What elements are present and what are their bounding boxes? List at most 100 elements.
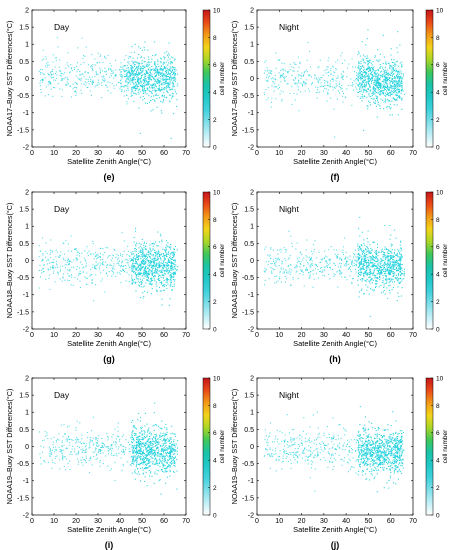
scatter-point <box>356 265 358 267</box>
scatter-point <box>174 444 176 446</box>
scatter-point <box>302 85 304 87</box>
scatter-point <box>378 260 380 262</box>
scatter-point <box>399 77 401 79</box>
scatter-point <box>143 57 145 59</box>
scatter-point <box>161 274 163 276</box>
scatter-point <box>140 70 142 72</box>
scatter-point <box>382 68 384 70</box>
scatter-point <box>135 272 137 274</box>
scatter-point <box>376 243 378 245</box>
scatter-point <box>138 447 140 449</box>
scatter-point <box>392 98 394 100</box>
scatter-point <box>159 435 161 437</box>
colorbar-tick-label: 6 <box>213 62 217 69</box>
scatter-point <box>158 252 160 254</box>
scatter-point <box>327 72 329 74</box>
scatter-point <box>154 257 156 259</box>
scatter-point <box>136 437 138 439</box>
scatter-point <box>46 252 48 254</box>
scatter-point <box>137 67 139 69</box>
scatter-point <box>135 269 137 271</box>
scatter-point <box>381 70 383 72</box>
scatter-point <box>139 270 141 272</box>
scatter-point <box>131 279 133 281</box>
scatter-point <box>383 285 385 287</box>
scatter-point <box>388 62 390 64</box>
scatter-point <box>87 254 89 256</box>
scatter-point <box>360 84 362 86</box>
scatter-point <box>143 86 145 88</box>
scatter-point <box>155 271 157 273</box>
scatter-point <box>322 274 324 276</box>
scatter-point <box>168 76 170 78</box>
scatter-point <box>146 457 148 459</box>
scatter-point <box>170 284 172 286</box>
scatter-point <box>384 257 386 259</box>
scatter-point <box>281 263 283 265</box>
scatter-point <box>72 83 74 85</box>
scatter-point <box>122 86 124 88</box>
scatter-point <box>49 249 51 251</box>
scatter-point <box>68 72 70 74</box>
scatter-point <box>349 266 351 268</box>
scatter-point <box>142 274 144 276</box>
scatter-point <box>133 85 135 87</box>
scatter-point <box>315 264 317 266</box>
scatter-point <box>390 72 392 74</box>
scatter-point <box>107 257 109 259</box>
scatter-point <box>368 67 370 69</box>
scatter-point <box>373 269 375 271</box>
scatter-point <box>86 252 88 254</box>
scatter-point <box>390 266 392 268</box>
scatter-point <box>382 75 384 77</box>
scatter-point <box>333 71 335 73</box>
scatter-point <box>372 69 374 71</box>
scatter-point <box>141 81 143 83</box>
scatter-point <box>361 260 363 262</box>
scatter-point <box>79 422 81 424</box>
scatter-point <box>154 84 156 86</box>
scatter-point <box>288 257 290 259</box>
scatter-point <box>152 255 154 257</box>
scatter-point <box>307 88 309 90</box>
scatter-point <box>174 272 176 274</box>
scatter-point <box>112 271 114 273</box>
scatter-point <box>170 61 172 63</box>
scatter-point <box>141 266 143 268</box>
scatter-point <box>136 66 138 68</box>
scatter-point <box>137 266 139 268</box>
scatter-point <box>354 259 356 261</box>
scatter-point <box>168 264 170 266</box>
scatter-point <box>167 254 169 256</box>
scatter-point <box>158 267 160 269</box>
scatter-point <box>399 44 401 46</box>
scatter-point <box>343 93 345 95</box>
scatter-point <box>263 72 265 74</box>
scatter-point <box>70 235 72 237</box>
scatter-point <box>137 69 139 71</box>
scatter-point <box>395 84 397 86</box>
scatter-point <box>340 73 342 75</box>
scatter-point <box>359 261 361 263</box>
scatter-point <box>128 281 130 283</box>
scatter-point <box>47 84 49 86</box>
scatter-point <box>138 73 140 75</box>
scatter-point <box>328 264 330 266</box>
scatter-point <box>362 85 364 87</box>
scatter-point <box>70 68 72 70</box>
scatter-point <box>142 439 144 441</box>
scatter-point <box>112 72 114 74</box>
scatter-point <box>306 239 308 241</box>
scatter-point <box>83 266 85 268</box>
scatter-point <box>274 264 276 266</box>
scatter-point <box>104 67 106 69</box>
scatter-point <box>135 275 137 277</box>
scatter-point <box>311 253 313 255</box>
scatter-point <box>372 74 374 76</box>
scatter-point <box>76 259 78 261</box>
scatter-point <box>294 267 296 269</box>
scatter-point <box>138 442 140 444</box>
scatter-point <box>66 77 68 79</box>
scatter-point <box>141 282 143 284</box>
scatter-point <box>291 242 293 244</box>
